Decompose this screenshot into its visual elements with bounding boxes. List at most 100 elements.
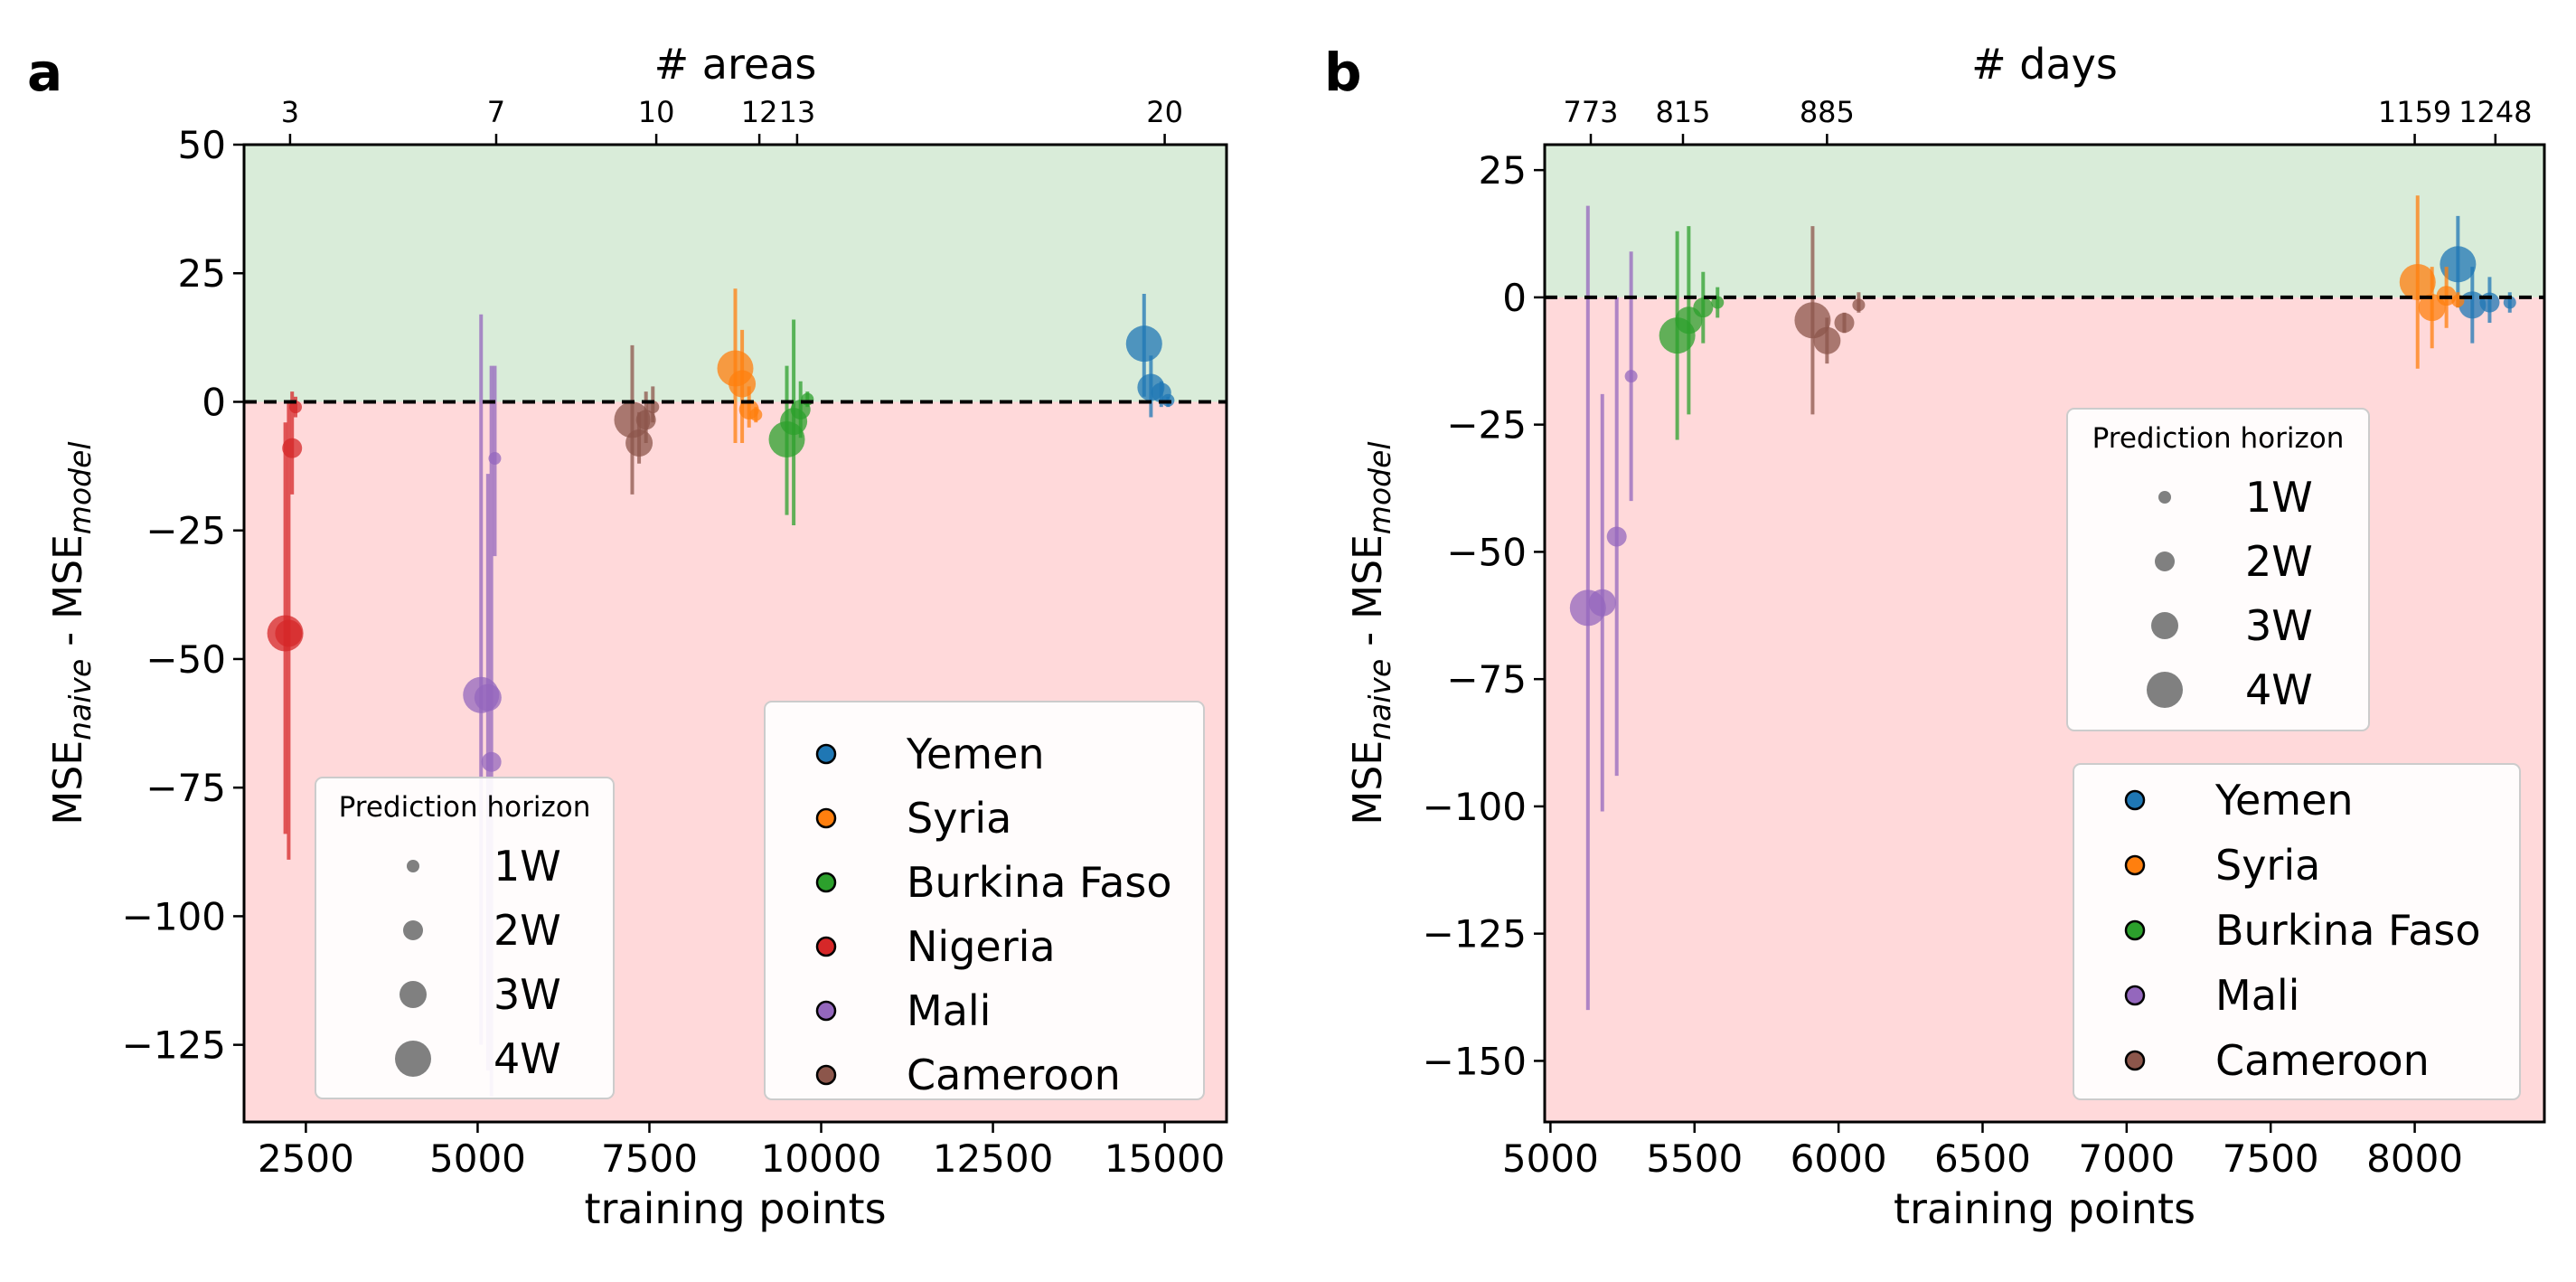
- legend-marker: [815, 743, 837, 765]
- x-tick-label: 2500: [258, 1136, 354, 1181]
- top-tick-label: 20: [1146, 95, 1183, 129]
- data-point: [282, 438, 303, 458]
- horizon-label: 4W: [494, 1034, 561, 1083]
- y-tick-label: −100: [1423, 785, 1527, 829]
- data-point: [2399, 264, 2436, 301]
- legend-frame: [2066, 408, 2370, 731]
- data-point: [646, 401, 660, 414]
- horizon-marker: [403, 920, 423, 940]
- legend-label: Nigeria: [907, 922, 1056, 971]
- y-tick-label: −100: [122, 894, 226, 938]
- y-tick-label: −125: [122, 1023, 226, 1068]
- y-tick-label: −50: [146, 637, 226, 682]
- data-point: [1125, 325, 1162, 363]
- horizon-marker: [2147, 672, 2183, 708]
- series-nigeria: [267, 391, 304, 860]
- legend-marker: [2124, 789, 2146, 811]
- data-point: [2440, 246, 2477, 283]
- y-label-sub: naive: [1362, 659, 1397, 740]
- data-point: [1588, 589, 1616, 617]
- data-point: [481, 751, 502, 772]
- top-tick-label: 1248: [2458, 95, 2532, 129]
- x-tick-label: 7500: [601, 1136, 698, 1181]
- top-tick-label: 12: [741, 95, 778, 129]
- horizon-marker: [2155, 551, 2175, 571]
- x-tick-label: 5000: [429, 1136, 526, 1181]
- x-tick-label: 8000: [2366, 1136, 2463, 1181]
- y-label-part: - MSE: [45, 534, 91, 659]
- data-point: [1606, 526, 1627, 547]
- panel-letter: a: [27, 42, 62, 103]
- series-cameroon: [614, 344, 660, 495]
- y-axis-label: MSEnaive - MSEmodel: [45, 441, 98, 825]
- horizon-label: 3W: [494, 970, 561, 1019]
- top-tick-label: 885: [1800, 95, 1855, 129]
- horizon-label: 1W: [494, 842, 561, 891]
- y-tick-label: −75: [146, 766, 226, 810]
- x-tick-label: 7500: [2223, 1136, 2319, 1181]
- data-point: [488, 452, 502, 466]
- axes-frame: [1543, 143, 2546, 1124]
- horizon-marker: [407, 860, 419, 872]
- y-label-part: MSE: [45, 740, 91, 825]
- legend-marker: [2124, 919, 2146, 941]
- data-point: [801, 392, 814, 406]
- legend-label: Burkina Faso: [907, 858, 1172, 907]
- horizon-label: 2W: [494, 906, 561, 955]
- data-point: [1693, 297, 1714, 318]
- data-point: [729, 370, 757, 398]
- x-tick-label: 10000: [761, 1136, 882, 1181]
- y-tick-label: −25: [146, 509, 226, 553]
- legend-frame: [764, 701, 1205, 1100]
- legend-marker: [815, 936, 837, 957]
- panel-a: 2500 5000 7500 10000 12500 15000 50 25 0 −25 −50 −7…: [27, 40, 1228, 1233]
- series-burkina-faso: [1659, 226, 1725, 440]
- y-tick-label: −150: [1423, 1039, 1527, 1083]
- y-tick-label: 0: [202, 380, 226, 424]
- legend-marker: [2124, 854, 2146, 876]
- country-legend: Yemen Syria Burkina Faso Nigeria Mali Cameroo…: [764, 701, 1205, 1100]
- horizon-label: 2W: [2245, 537, 2313, 586]
- data-point: [635, 410, 656, 430]
- y-label-sub: naive: [62, 659, 98, 740]
- horizon-marker: [2158, 491, 2171, 504]
- top-tick-label: 3: [281, 95, 299, 129]
- y-tick-label: −125: [1423, 912, 1527, 957]
- y-label-sub: model: [62, 441, 98, 534]
- horizon-legend: Prediction horizon 1W 2W 3W 4W: [315, 777, 615, 1099]
- legend-marker: [2124, 1050, 2146, 1071]
- top-tick-label: 1159: [2378, 95, 2451, 129]
- positive-region: [1545, 145, 2544, 297]
- data-point: [1624, 370, 1638, 383]
- series-syria: [2399, 195, 2465, 369]
- y-tick-label: 25: [178, 251, 226, 296]
- top-tick-label: 815: [1655, 95, 1710, 129]
- legend-label: Cameroon: [2215, 1036, 2430, 1085]
- legend-label: Mali: [907, 986, 991, 1035]
- data-point: [2503, 296, 2516, 309]
- data-point: [1834, 313, 1855, 334]
- y-label-part: MSE: [1345, 740, 1391, 825]
- legend-marker: [815, 807, 837, 829]
- horizon-label: 3W: [2245, 601, 2313, 650]
- y-tick-label: −75: [1446, 657, 1527, 702]
- legend-label: Mali: [2215, 971, 2299, 1020]
- horizon-legend-title: Prediction horizon: [339, 791, 591, 824]
- data-point: [275, 619, 303, 647]
- x-tick-label: 12500: [933, 1136, 1054, 1181]
- x-axis-label: training points: [1894, 1184, 2195, 1233]
- series-yemen: [1125, 293, 1175, 418]
- panel-b: 5000 5500 6000 6500 7000 7500 8000 25 0 −25 −50 −75…: [1324, 40, 2546, 1233]
- panel-letter: b: [1324, 42, 1362, 103]
- x-tick-label: 15000: [1105, 1136, 1226, 1181]
- series-syria: [717, 288, 763, 443]
- legend-label: Burkina Faso: [2215, 906, 2481, 955]
- y-tick-label: 25: [1479, 148, 1527, 193]
- horizon-label: 1W: [2245, 473, 2313, 522]
- legend-frame: [2073, 763, 2521, 1100]
- y-label-sub: model: [1362, 441, 1397, 534]
- legend-marker: [815, 872, 837, 893]
- data-point: [1813, 326, 1841, 354]
- x-tick-label: 6500: [1934, 1136, 2031, 1181]
- y-label-part: - MSE: [1345, 534, 1391, 659]
